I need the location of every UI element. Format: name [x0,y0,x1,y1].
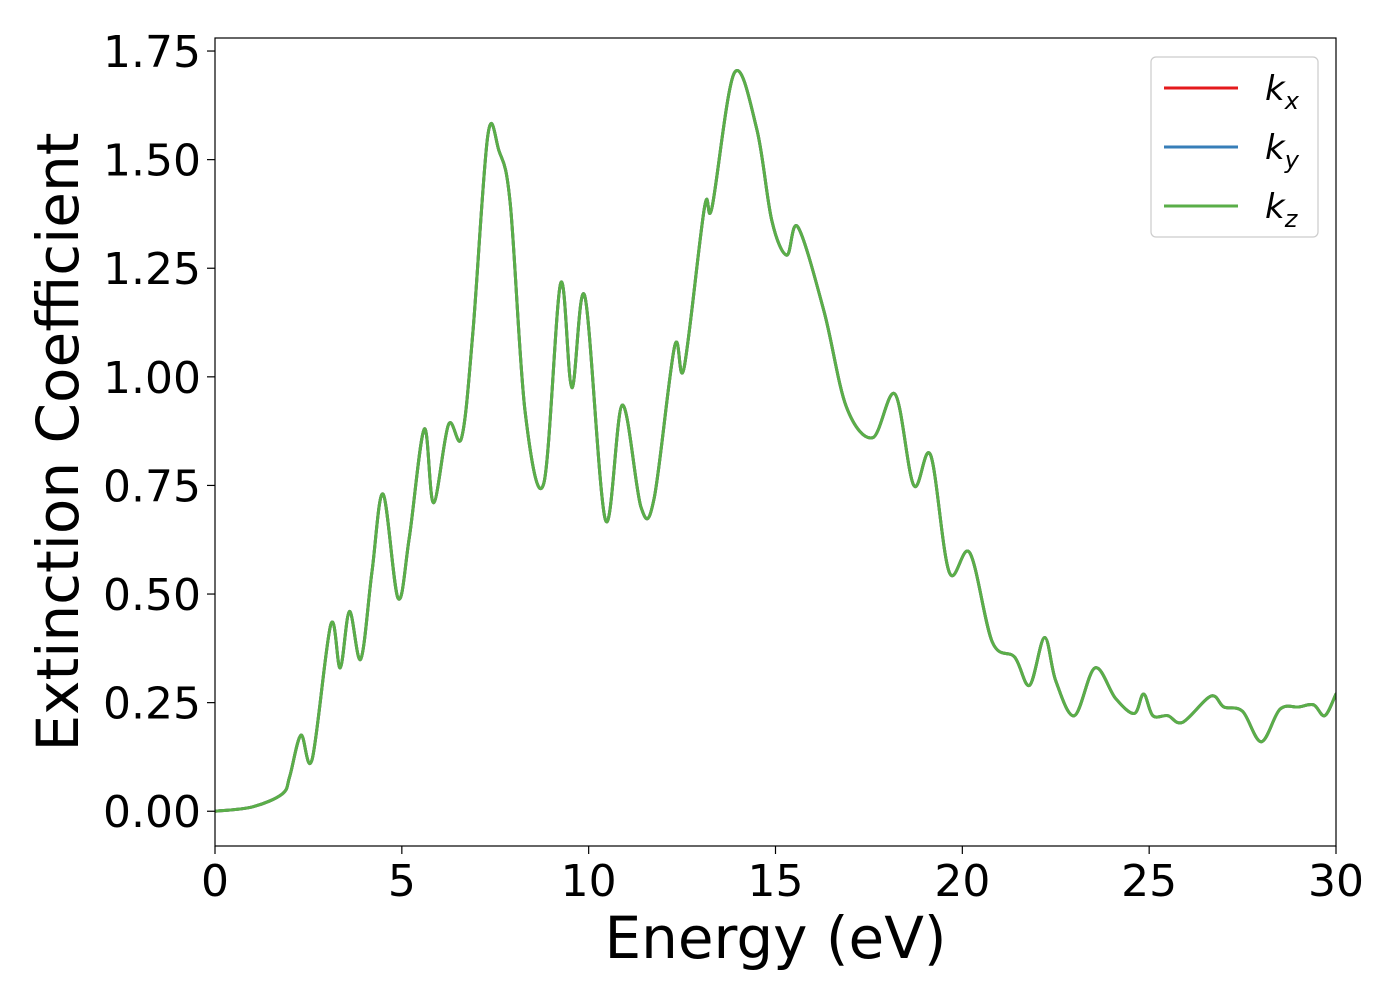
legend-label-main: k [1265,128,1286,168]
legend-label-main: k [1265,69,1286,109]
legend-label-sub: y [1284,146,1300,174]
y-tick-label: 0.25 [103,679,201,730]
legend-label-main: k [1265,187,1286,227]
y-tick-label: 1.50 [103,136,201,187]
series-line-k-z [215,69,1336,813]
x-tick-label: 15 [748,856,804,907]
legend-label: kz [1265,187,1299,233]
legend-label-sub: z [1284,205,1299,233]
y-tick-label: 1.00 [103,353,201,404]
x-tick-label: 5 [388,856,416,907]
x-tick-label: 30 [1308,856,1364,907]
legend-label-sub: x [1284,87,1300,115]
y-axis-label: Extinction Coefficient [24,133,92,752]
y-axis-ticks: 0.00 0.25 0.50 0.75 1.00 1.25 1.50 1.75 [103,27,215,838]
legend-label: ky [1265,128,1300,174]
x-tick-label: 25 [1121,856,1177,907]
x-tick-label: 10 [561,856,617,907]
y-tick-label: 0.00 [103,787,201,838]
x-tick-label: 0 [201,856,229,907]
x-tick-label: 20 [934,856,990,907]
series-layer [215,69,1336,813]
x-axis-label: Energy (eV) [604,904,946,972]
y-tick-label: 1.75 [103,27,201,78]
y-tick-label: 0.75 [103,461,201,512]
y-tick-label: 1.25 [103,244,201,295]
y-tick-label: 0.50 [103,570,201,621]
x-axis-ticks: 0 5 10 15 20 25 30 [201,846,1364,907]
legend-label: kx [1265,69,1300,115]
